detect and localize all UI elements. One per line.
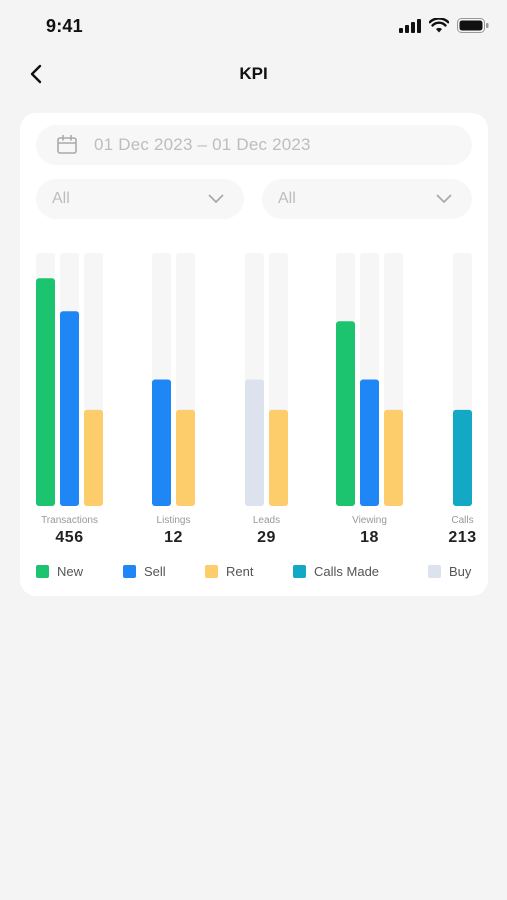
- legend-swatch: [205, 565, 218, 578]
- filter-select-2-value: All: [278, 190, 296, 207]
- calendar-icon: [57, 134, 77, 154]
- category-label: Transactions: [41, 515, 98, 526]
- bar-listings-sell: [152, 379, 171, 506]
- legend-label: Sell: [144, 564, 166, 579]
- battery-icon: [457, 18, 489, 33]
- category-total: 29: [257, 529, 276, 546]
- category-total: 18: [360, 529, 379, 546]
- filter-select-1-value: All: [52, 190, 70, 207]
- chevron-left-icon: [30, 64, 42, 84]
- bar-viewing-rent: [384, 409, 403, 506]
- category-total: 456: [55, 529, 83, 546]
- legend-swatch: [428, 565, 441, 578]
- legend-item-sell: Sell: [123, 564, 166, 579]
- filter-select-1[interactable]: All: [36, 179, 244, 219]
- bar-transactions-new: [36, 278, 55, 506]
- filter-select-2[interactable]: All: [262, 179, 472, 219]
- back-button[interactable]: [24, 62, 48, 86]
- category-label: Listings: [157, 515, 191, 526]
- status-bar: 9:41: [0, 0, 507, 52]
- chart-legend: New Sell Rent Calls Made Buy: [36, 564, 476, 582]
- bar-transactions-sell: [60, 311, 79, 506]
- kpi-card: 01 Dec 2023 – 01 Dec 2023 All All Transa…: [20, 113, 488, 596]
- chevron-down-icon: [436, 194, 452, 203]
- status-time: 9:41: [46, 16, 83, 36]
- cellular-signal-icon: [399, 18, 421, 33]
- wifi-icon: [429, 18, 449, 33]
- legend-item-buy: Buy: [428, 564, 471, 579]
- status-icons: [399, 18, 489, 33]
- legend-swatch: [123, 565, 136, 578]
- kpi-bar-chart: Transactions 456 Listings 12 Leads 29 Viewing 1…: [36, 253, 476, 546]
- date-range-text: 01 Dec 2023 – 01 Dec 2023: [94, 135, 311, 154]
- bar-leads-rent: [269, 409, 288, 506]
- chevron-down-icon: [208, 194, 224, 203]
- category-label: Viewing: [352, 515, 387, 526]
- category-total: 213: [448, 529, 476, 546]
- category-total: 12: [164, 529, 183, 546]
- legend-item-rent: Rent: [205, 564, 253, 579]
- legend-swatch: [293, 565, 306, 578]
- bar-calls-calls-made: [453, 409, 472, 506]
- legend-item-new: New: [36, 564, 83, 579]
- legend-label: Calls Made: [314, 564, 380, 579]
- nav-bar: KPI: [0, 52, 507, 96]
- category-label: Leads: [253, 515, 280, 526]
- legend-swatch: [36, 565, 49, 578]
- bar-viewing-sell: [360, 379, 379, 506]
- page-title: KPI: [239, 64, 268, 83]
- legend-label: New: [57, 564, 84, 579]
- bar-transactions-rent: [84, 409, 103, 506]
- category-label: Calls: [451, 515, 473, 526]
- date-range-picker[interactable]: 01 Dec 2023 – 01 Dec 2023: [36, 125, 472, 165]
- bar-listings-rent: [176, 409, 195, 506]
- legend-label: Buy: [449, 564, 472, 579]
- bar-leads-buy: [245, 379, 264, 506]
- bar-viewing-new: [336, 321, 355, 506]
- legend-item-calls-made: Calls Made: [293, 564, 379, 579]
- legend-label: Rent: [226, 564, 254, 579]
